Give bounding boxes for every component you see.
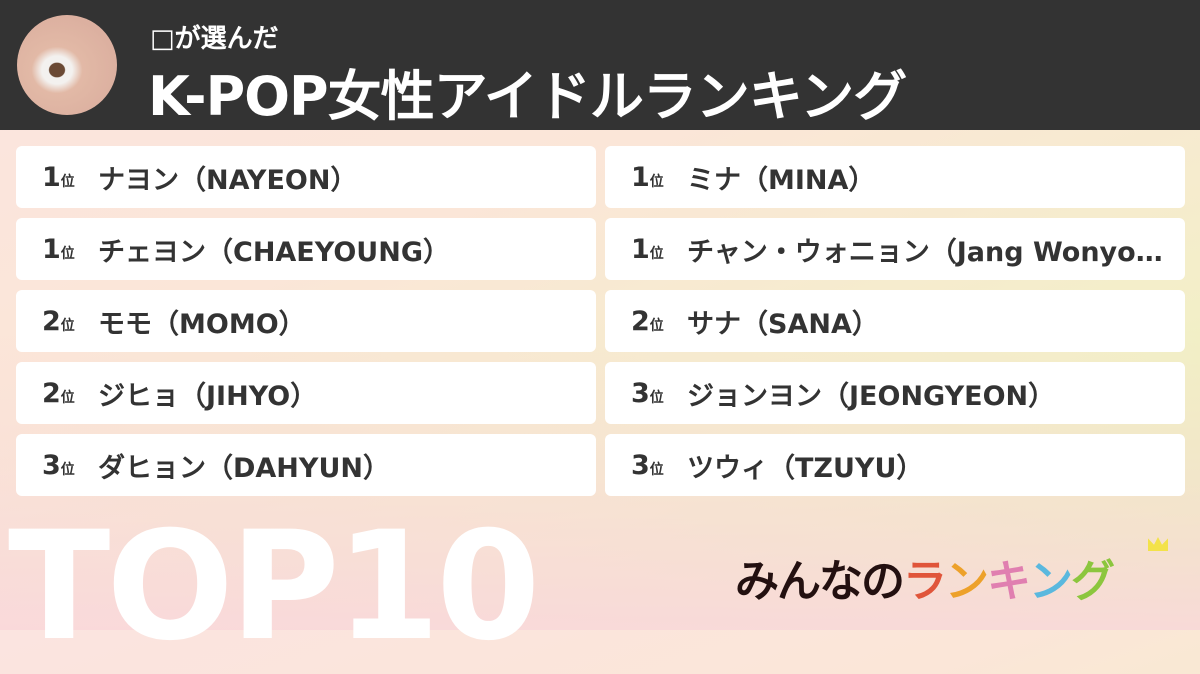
idol-name: ナヨン（NAYEON） <box>98 164 358 196</box>
logo-text: みんなの <box>735 556 905 607</box>
idol-name: ツウィ（TZUYU） <box>687 452 924 484</box>
idol-name: ジョンヨン（JEONGYEON） <box>687 380 1056 412</box>
rank: 1位 <box>631 233 664 265</box>
top10-label: TOP10 <box>8 500 541 674</box>
header: □が選んだ K-POP女性アイドルランキング <box>0 0 1200 130</box>
rank: 1位 <box>631 161 664 193</box>
logo-char: ラ <box>903 556 947 607</box>
logo-char: ン <box>1029 556 1073 607</box>
ranking-item[interactable]: 3位 ツウィ（TZUYU） <box>605 434 1185 496</box>
rank: 1位 <box>42 233 75 265</box>
rank: 3位 <box>42 449 75 481</box>
idol-name: ミナ（MINA） <box>687 164 876 196</box>
ranking-item[interactable]: 1位 ミナ（MINA） <box>605 146 1185 208</box>
rank: 3位 <box>631 377 664 409</box>
logo-char: ン <box>945 556 989 607</box>
rank: 2位 <box>631 305 664 337</box>
ranking-item[interactable]: 1位 ナヨン（NAYEON） <box>16 146 596 208</box>
idol-name: ジヒョ（JIHYO） <box>98 380 318 412</box>
idol-name: サナ（SANA） <box>687 308 879 340</box>
user-avatar <box>17 15 117 115</box>
ranking-item[interactable]: 1位 チェヨン（CHAEYOUNG） <box>16 218 596 280</box>
rank: 1位 <box>42 161 75 193</box>
page-title: K-POP女性アイドルランキング <box>148 65 907 128</box>
rank: 2位 <box>42 377 75 409</box>
logo-char: キ <box>987 556 1031 607</box>
rank: 2位 <box>42 305 75 337</box>
ranking-item[interactable]: 3位 ダヒョン（DAHYUN） <box>16 434 596 496</box>
rank: 3位 <box>631 449 664 481</box>
ranking-item[interactable]: 2位 モモ（MOMO） <box>16 290 596 352</box>
site-logo: みんなのランキング <box>735 545 1115 609</box>
ranking-item[interactable]: 2位 サナ（SANA） <box>605 290 1185 352</box>
ranking-item[interactable]: 3位 ジョンヨン（JEONGYEON） <box>605 362 1185 424</box>
idol-name: ダヒョン（DAHYUN） <box>98 452 390 484</box>
subtitle: □が選んだ <box>150 24 279 54</box>
idol-name: チャン・ウォニョン（Jang Wonyoung） <box>687 236 1167 268</box>
idol-name: チェヨン（CHAEYOUNG） <box>98 236 450 268</box>
logo-char: グ <box>1071 556 1115 607</box>
idol-name: モモ（MOMO） <box>98 308 306 340</box>
ranking-item[interactable]: 2位 ジヒョ（JIHYO） <box>16 362 596 424</box>
